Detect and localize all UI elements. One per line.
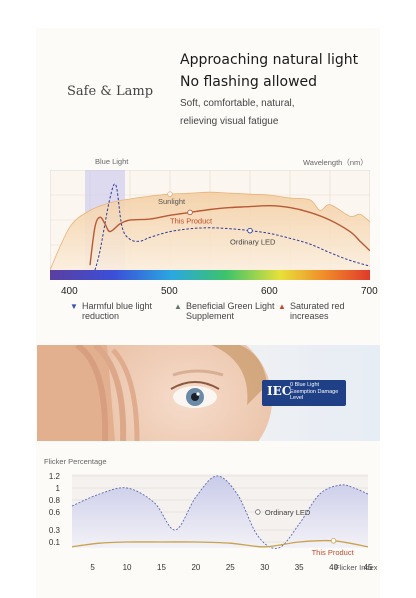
x-tick-label: 10	[123, 563, 132, 572]
legend-label: Saturated red	[290, 301, 345, 311]
description-line-1: Soft, comfortable, natural,	[180, 98, 295, 109]
x-tick-label: 20	[191, 563, 200, 572]
brand-wordmark: Safe & Lamp	[67, 84, 154, 99]
iec-line: 0 Blue Light	[290, 382, 320, 388]
visible-spectrum-bar	[50, 270, 370, 280]
x-tick-label: 30	[260, 563, 269, 572]
this-product-label: This Product	[312, 548, 355, 557]
legend-item-red-increase: ▲ Saturated red increases	[278, 301, 345, 321]
x-tick-label: 5	[90, 563, 95, 572]
x-tick-label: 35	[295, 563, 304, 572]
iec-badge: IEC 0 Blue Light Exemption Damage Level	[262, 380, 346, 406]
this-product-marker	[330, 538, 337, 544]
sunlight-label: Sunlight	[158, 197, 186, 206]
iec-line: Exemption Damage	[290, 388, 339, 395]
ordinary-led-label: Ordinary LED	[265, 508, 311, 517]
legend-label: reduction	[82, 311, 120, 321]
y-tick-label: 1.2	[49, 472, 61, 481]
ordinary-led-marker	[247, 227, 253, 234]
triangle-up-icon: ▲	[278, 302, 286, 311]
spectrum-chart: Sunlight This Product Ordinary LED	[50, 170, 370, 280]
x-tick-label: 15	[157, 563, 166, 572]
x-tick-label: 500	[161, 286, 178, 297]
sunlight-marker	[167, 191, 173, 197]
x-tick-label: 40	[329, 563, 338, 572]
y-tick-label: 0.8	[49, 496, 61, 505]
y-tick-label: 0.1	[49, 538, 61, 547]
legend-label: increases	[290, 311, 329, 321]
flicker-chart: 0.1 0.3 0.6 0.8 1 1.2 5 10 15 20 25 30 35 40 45Flicker…	[49, 472, 378, 572]
series-area-ordinary-led	[72, 475, 368, 549]
flicker-y-axis-label: Flicker Percentage	[44, 457, 107, 466]
series-line-this-product	[89, 204, 370, 266]
ordinary-led-label: Ordinary LED	[230, 238, 276, 247]
this-product-marker	[187, 209, 193, 216]
iec-text: 0 Blue Light Exemption Damage Level	[290, 382, 338, 402]
x-tick-label: 400	[61, 286, 78, 297]
ordinary-led-marker	[255, 509, 261, 515]
wavelength-label: Wavelength（nm）	[303, 158, 368, 167]
headline-natural-light: Approaching natural light	[180, 52, 359, 68]
x-tick-label: 700	[361, 286, 378, 297]
triangle-down-icon: ▼	[70, 302, 78, 311]
series-area-sunlight	[50, 192, 370, 270]
y-tick-label: 0.3	[49, 526, 61, 535]
series-line-ordinary-led	[94, 183, 370, 271]
headline-no-flashing: No flashing allowed	[180, 74, 318, 90]
description-line-2: relieving visual fatigue	[180, 116, 279, 127]
series-line-sunlight	[50, 191, 370, 271]
iec-line: Level	[290, 395, 304, 401]
legend-item-green-supplement: ▲ Beneficial Green Light Supplement	[174, 301, 275, 321]
x-tick-label: 25	[226, 563, 235, 572]
y-tick-label: 1	[56, 484, 61, 493]
legend-label: Supplement	[186, 311, 235, 321]
legend-label: Harmful blue light	[82, 301, 153, 311]
legend-label: Beneficial Green Light	[186, 301, 275, 311]
child-eye-photo	[37, 345, 380, 441]
x-axis-label: Flicker Index	[335, 563, 378, 572]
iec-logo: IEC	[267, 384, 292, 398]
blue-light-label: Blue Light	[95, 157, 129, 166]
this-product-label: This Product	[170, 216, 213, 225]
legend-item-blue-reduction: ▼ Harmful blue light reduction	[70, 301, 153, 321]
x-tick-label: 600	[261, 286, 278, 297]
triangle-up-icon: ▲	[174, 302, 182, 311]
x-tick-label: 45	[364, 563, 373, 572]
child-face-illustration	[37, 345, 272, 441]
y-tick-label: 0.6	[49, 508, 61, 517]
series-line-this-product	[71, 539, 369, 548]
